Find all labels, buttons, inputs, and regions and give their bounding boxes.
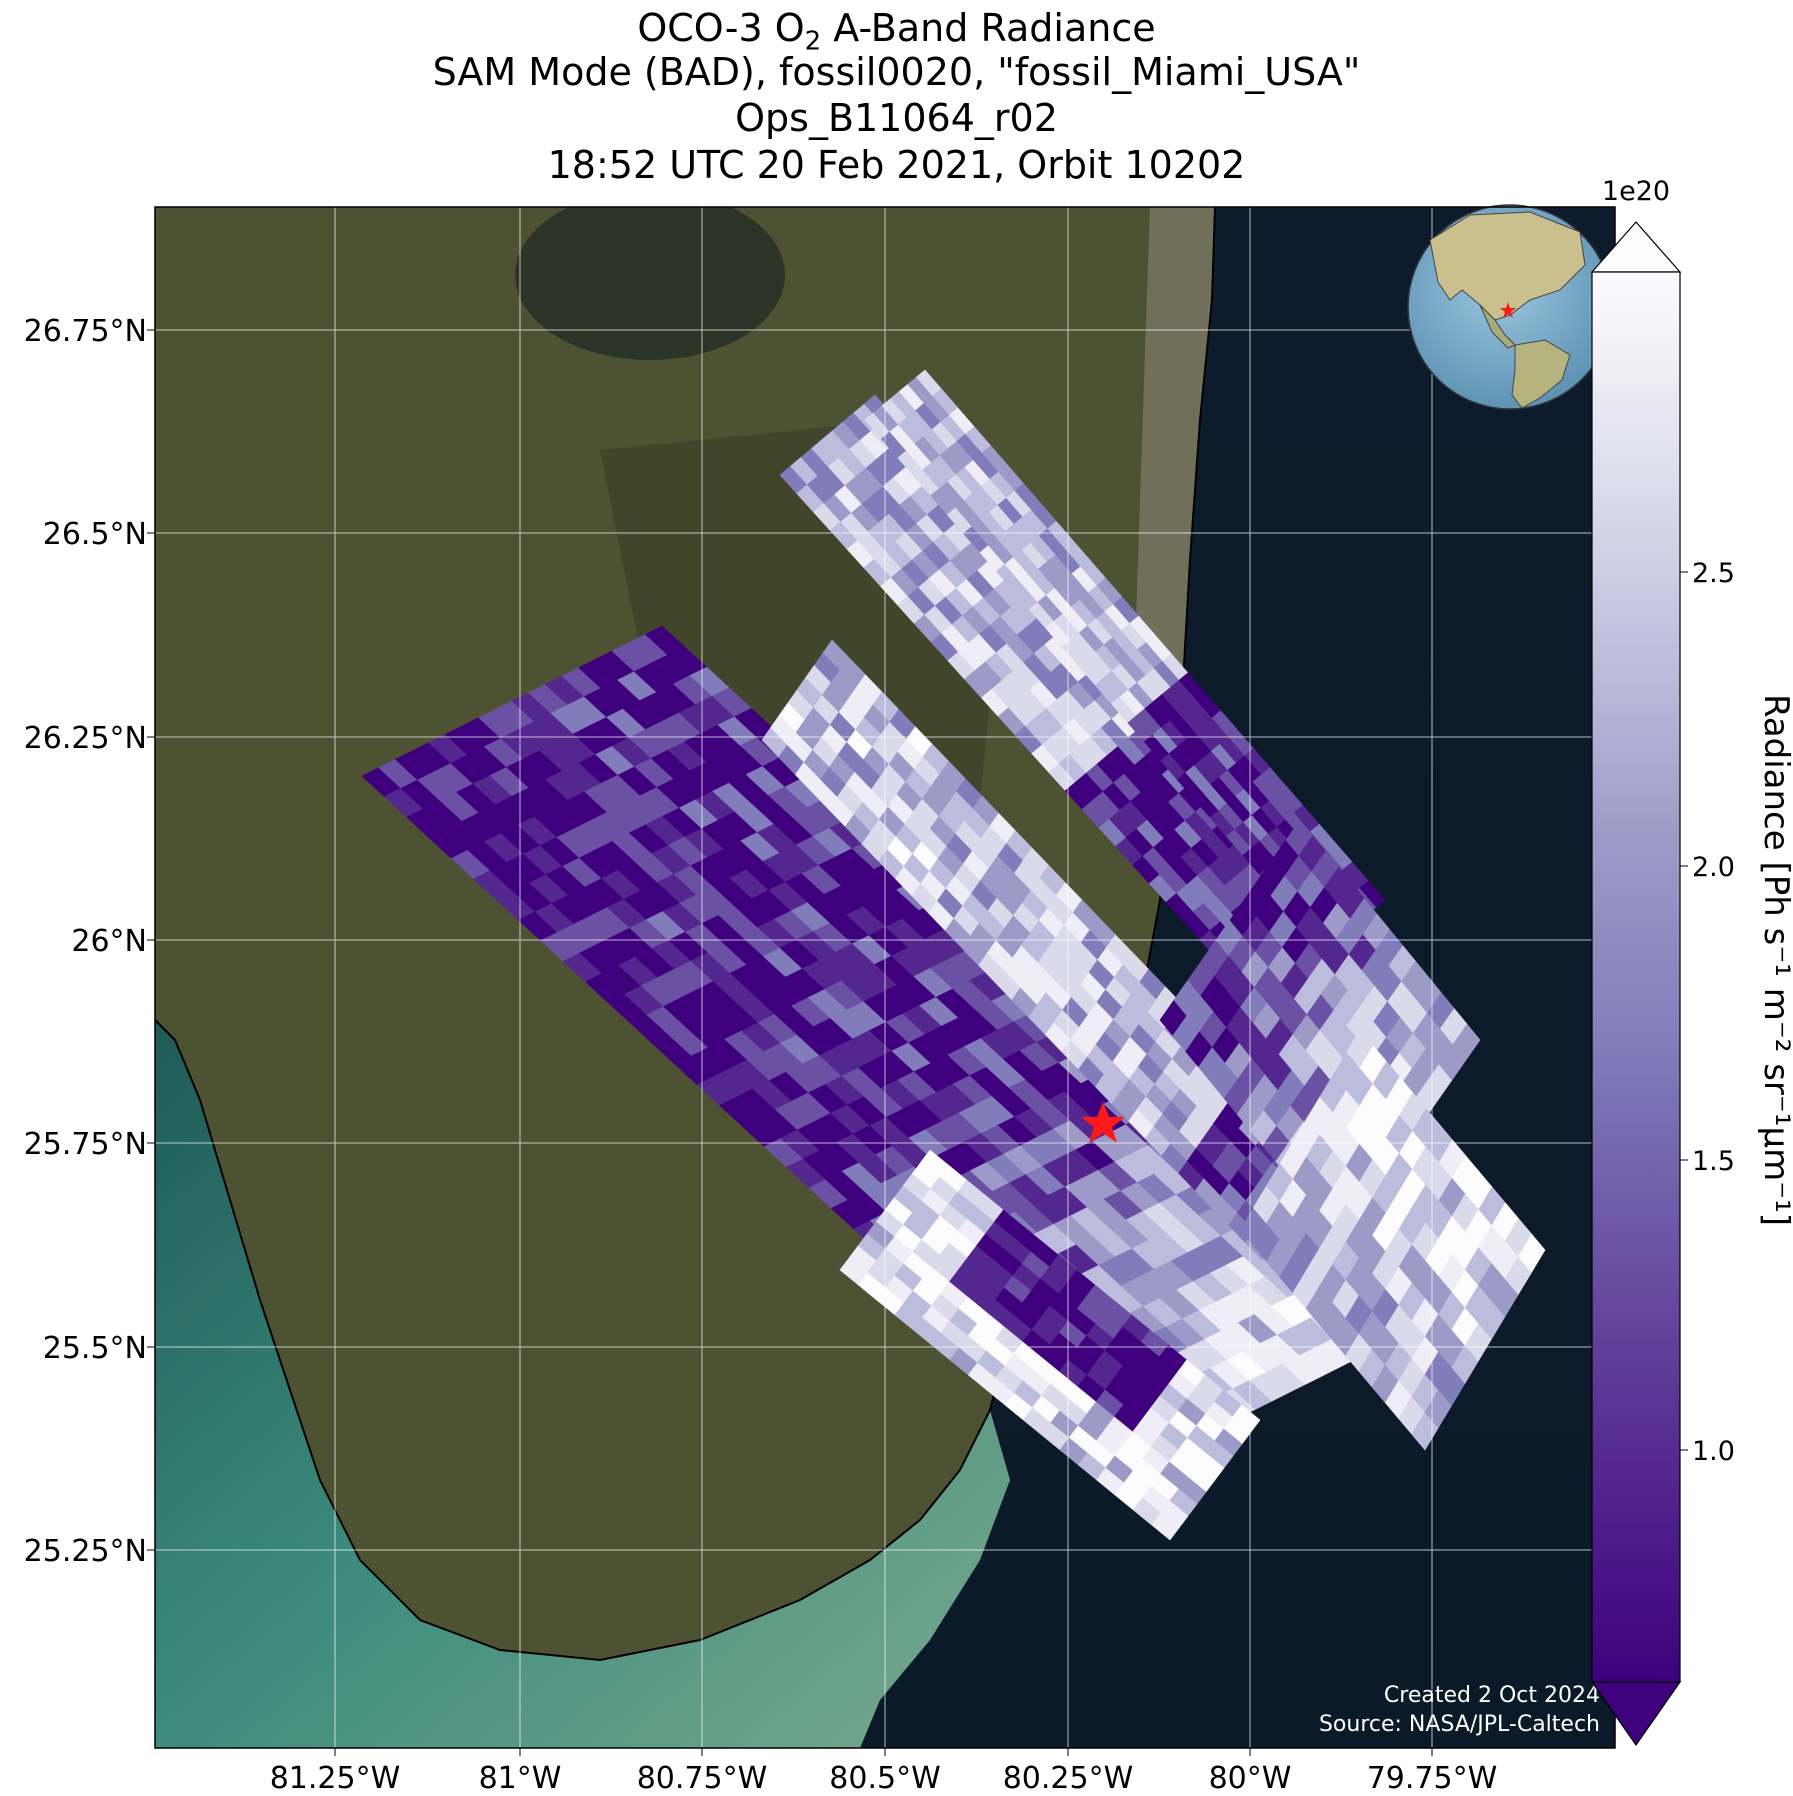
globe-star-icon [1500, 302, 1516, 318]
colorbar-tick-label: 2.0 [1692, 852, 1735, 883]
globe-central-america [1479, 304, 1516, 349]
globe-inset [1407, 204, 1613, 410]
lon-tick-label: 80.25°W [1003, 1761, 1134, 1796]
lat-tick-label: 26.5°N [43, 517, 147, 552]
colorbar-tick-label: 2.5 [1692, 558, 1735, 589]
colorbar-tick-label: 1.0 [1692, 1436, 1735, 1467]
lon-tick-label: 81°W [479, 1761, 562, 1796]
lat-tick-label: 25.5°N [43, 1331, 147, 1366]
title-line-2: SAM Mode (BAD), fossil0020, "fossil_Miam… [432, 50, 1361, 94]
lon-axis: 81.25°W 81°W 80.75°W 80.5°W 80.25°W 80°W… [270, 1748, 1498, 1796]
title-line-4: 18:52 UTC 20 Feb 2021, Orbit 10202 [547, 143, 1246, 187]
lat-axis: 26.75°N 26.5°N 26.25°N 26°N 25.75°N 25.5… [24, 314, 155, 1569]
lon-tick-label: 80°W [1209, 1761, 1292, 1796]
colorbar-label: Radiance [Ph s⁻¹ m⁻² sr⁻¹μm⁻¹] [1756, 694, 1793, 1226]
gridlines [155, 207, 1615, 1748]
title-line-3: Ops_B11064_r02 [735, 96, 1058, 140]
target-star-icon [1081, 1102, 1125, 1143]
lon-tick-label: 80.75°W [637, 1761, 768, 1796]
source-credit: Source: NASA/JPL-Caltech [1319, 1712, 1600, 1737]
radiance-pixel [1452, 1023, 1481, 1061]
gulf-water [155, 1020, 1010, 1748]
globe-north-america [1429, 211, 1586, 321]
radiance-pixel [1518, 1233, 1546, 1273]
lat-tick-label: 25.25°N [24, 1534, 147, 1569]
colorbar-exponent: 1e20 [1602, 176, 1670, 207]
colorbar-gradient [1591, 271, 1681, 1683]
lake-okeechobee [515, 207, 785, 360]
lon-tick-label: 80.5°W [829, 1761, 940, 1796]
title-subscript: 2 [804, 26, 822, 57]
lon-tick-label: 79.75°W [1367, 1761, 1498, 1796]
lon-tick-label: 81.25°W [270, 1761, 401, 1796]
created-date: Created 2 Oct 2024 [1384, 1683, 1600, 1708]
lat-tick-label: 26°N [71, 924, 147, 959]
lat-tick-label: 25.75°N [24, 1127, 147, 1162]
title-line-1: OCO-3 O2 A-Band Radiance [0, 6, 1793, 57]
radiance-pixel [1359, 880, 1386, 908]
colorbar-tick-label: 1.5 [1692, 1146, 1735, 1177]
lat-tick-label: 26.25°N [24, 721, 147, 756]
title-suffix: A-Band Radiance [821, 6, 1156, 50]
colorbar: 1e20 2.5 2.0 1.5 1.0 Radiance [Ph s⁻¹ m⁻… [1590, 176, 1793, 1747]
globe-south-america [1511, 339, 1571, 409]
radiance-pixel [1151, 1512, 1180, 1541]
lat-tick-label: 26.75°N [24, 314, 147, 349]
title-prefix: OCO-3 O [637, 6, 805, 50]
colorbar-bottom-extend [1590, 1681, 1682, 1747]
radiance-swaths [361, 369, 1546, 1541]
